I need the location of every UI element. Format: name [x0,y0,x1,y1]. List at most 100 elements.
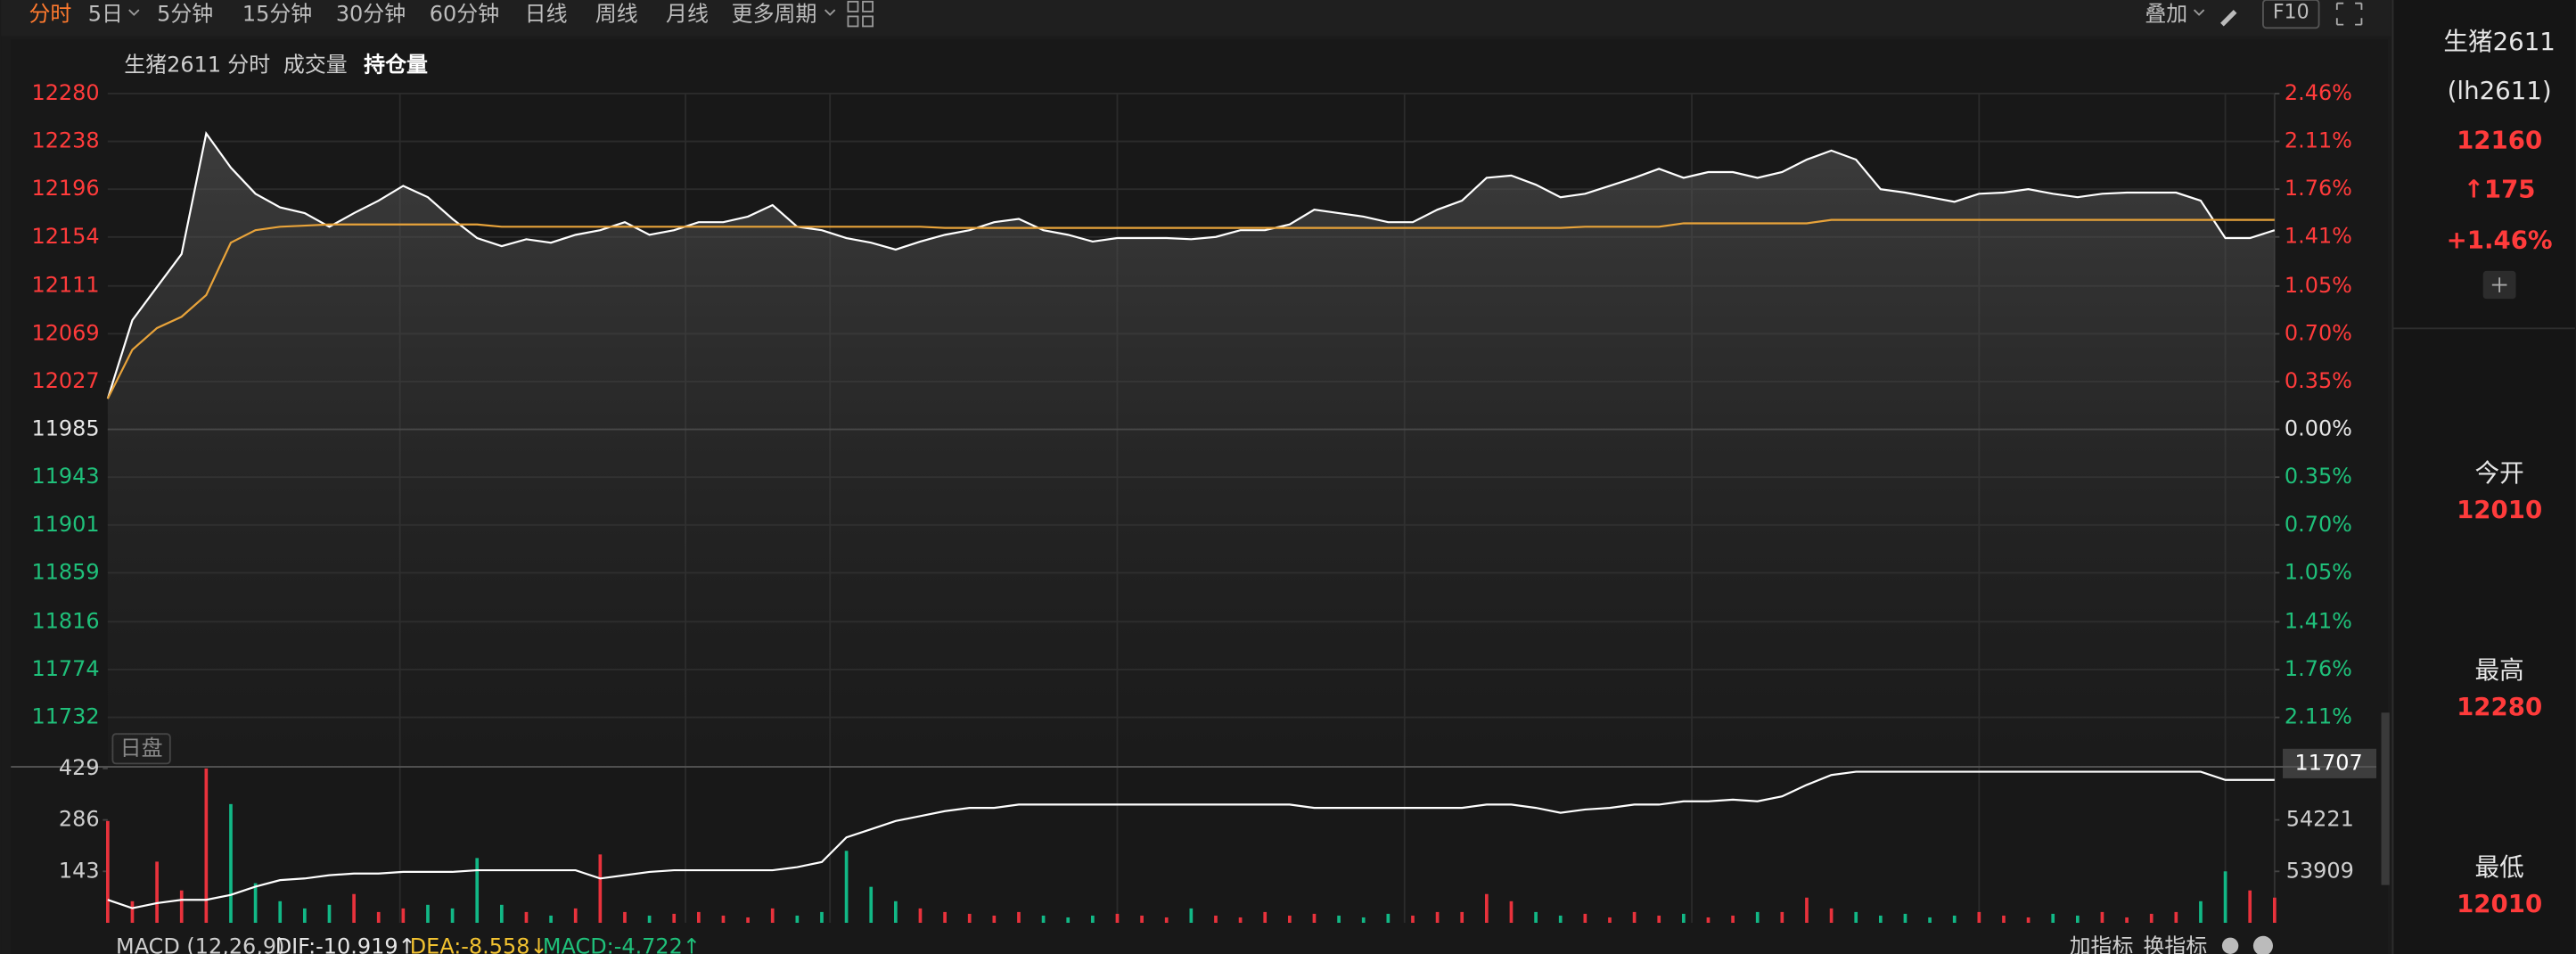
period-tab[interactable]: 日线 [525,2,568,27]
legend-tab[interactable]: 分时 [227,53,270,78]
indicator-macd: MACD:-4.722↑ [543,934,701,954]
quote-value: 12280 [2457,692,2542,721]
add-indicator-button[interactable]: 加指标 [2070,934,2134,954]
volume-bar [401,908,406,924]
volume-bar [1558,915,1563,924]
volume-bar [1854,911,1858,924]
volume-bar [450,908,455,924]
y-tick-label: 12238 [31,128,99,153]
period-tab[interactable]: 15分钟 [242,2,312,27]
volume-bar [1263,911,1267,924]
volume-bar [2125,917,2129,924]
last-price: 12160 [2457,125,2542,154]
y-tick-label: 12154 [31,224,99,249]
quote-label: 最低 [2475,852,2524,882]
period-tab[interactable]: 60分钟 [430,2,499,27]
period-tab[interactable]: 5日 [88,2,123,27]
volume-bar [2272,897,2277,924]
y-tick-label: 11816 [31,608,99,633]
volume-bar [647,915,652,924]
period-tab[interactable]: 月线 [666,2,709,27]
period-tab[interactable]: 周线 [595,2,638,27]
volume-bar [475,858,480,924]
y-tick-label: 286 [59,807,100,832]
bottom-icons[interactable] [2221,935,2273,954]
f10-label: F10 [2273,1,2309,24]
volume-bar [1115,913,1120,924]
f10-button[interactable] [2262,0,2320,29]
period-tab[interactable]: 30分钟 [336,2,406,27]
price-change: ↑175 [2464,175,2536,204]
y-tick-label: 11943 [31,464,99,489]
y2-tick-label: 0.70% [2285,512,2352,537]
volume-bar [1238,917,1243,924]
fullscreen-icon[interactable] [2335,2,2363,26]
volume-bar [524,911,529,924]
volume-bar [1214,915,1218,924]
volume-bar [869,886,874,924]
volume-bar [106,820,110,924]
open-interest-line [107,770,2275,909]
volume-bar [1706,917,1710,924]
volume-bar [1460,911,1464,924]
volume-bar [278,901,283,924]
volume-bar [894,901,898,924]
y2-tick-label: 0.70% [2285,320,2352,345]
period-tab[interactable]: 分时 [29,2,71,27]
volume-bar [1657,915,1661,924]
volume-bar [992,915,997,924]
y2-tick-label: 54221 [2286,807,2354,832]
volume-bar [1164,917,1169,924]
volume-bar [697,911,701,924]
volume-bar [1829,908,1834,924]
volume-bar [1903,913,1907,924]
volume-bar [573,908,578,924]
legend-tab[interactable]: 持仓量 [364,53,428,78]
y-tick-label: 11732 [31,704,99,729]
y2-tick-label: 53909 [2286,858,2354,883]
volume-bar [1952,915,1957,924]
volume-bar [1755,911,1760,924]
y-tick-label: 11774 [31,656,99,681]
switch-indicator-button[interactable]: 换指标 [2144,934,2208,954]
volume-bar [1288,915,1292,924]
y2-tick-label: 0.00% [2285,416,2352,441]
volume-bar [1337,915,1341,924]
volume-bar [1805,897,1809,924]
volume-bar [2026,917,2030,924]
y-tick-label: 12196 [31,176,99,201]
indicator-dif: DIF:-10.919↑ [275,934,416,954]
volume-bar [1140,915,1144,924]
overlay-button[interactable]: 叠加 [2145,2,2187,27]
volume-bar [623,911,627,924]
period-tab[interactable]: 更多周期 [732,2,817,27]
y-tick-label: 12280 [31,80,99,105]
volume-bar [1583,913,1587,924]
y2-tick-label: 1.41% [2285,224,2352,249]
volume-bar [1066,917,1071,924]
volume-bar [1041,915,1046,924]
volume-bar [1878,915,1883,924]
y2-tick-label: 0.35% [2285,464,2352,489]
volume-bar [1509,901,1514,924]
volume-bar [2100,911,2104,924]
y-tick-label: 11859 [31,559,99,584]
period-tab[interactable]: 5分钟 [157,2,213,27]
volume-bar [179,890,184,924]
indicator-dea: DEA:-8.558↓ [410,934,548,954]
y-tick-label: 11985 [31,416,99,441]
volume-bar [1534,911,1538,924]
volume-bar [1435,911,1440,924]
volume-bar [2174,911,2178,924]
legend-tab[interactable]: 成交量 [283,53,348,78]
volume-bar [2223,871,2227,924]
price-line [106,131,2276,399]
volume-bar [598,854,603,924]
volume-bar [2002,915,2006,924]
draw-icon[interactable] [2220,10,2237,27]
quote-value: 12010 [2457,889,2542,918]
volume-bar [795,915,800,924]
volume-bar [1928,917,1932,924]
